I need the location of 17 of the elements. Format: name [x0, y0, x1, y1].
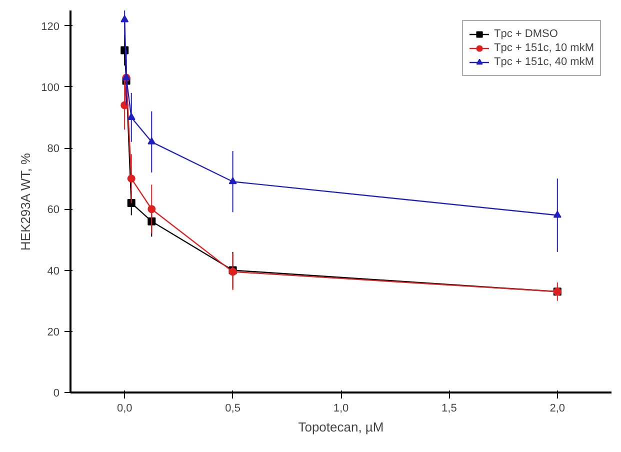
x-tick-label: 2,0	[550, 402, 566, 414]
x-tick-label: 0,5	[225, 402, 240, 414]
x-axis-title: Topotecan, µM	[298, 420, 384, 434]
x-tick-label: 0,0	[116, 402, 132, 414]
legend-label: Tpc + DMSO	[494, 27, 558, 41]
y-tick-label: 60	[47, 204, 60, 216]
x-tick-label: 1,5	[442, 402, 457, 414]
y-tick-label: 80	[47, 143, 60, 156]
y-tick-label: 0	[53, 388, 60, 400]
x-tick-label: 1,0	[333, 402, 349, 414]
legend-label: Tpc + 151c, 40 mkM	[494, 55, 594, 69]
y-axis-title: HEK293A WT, %	[18, 152, 34, 251]
y-tick-label: 20	[47, 326, 60, 338]
legend-label: Tpc + 151c, 10 mkM	[494, 41, 594, 55]
y-tick-label: 40	[47, 265, 60, 278]
y-tick-label: 120	[41, 20, 60, 33]
y-tick-label: 100	[41, 82, 60, 94]
